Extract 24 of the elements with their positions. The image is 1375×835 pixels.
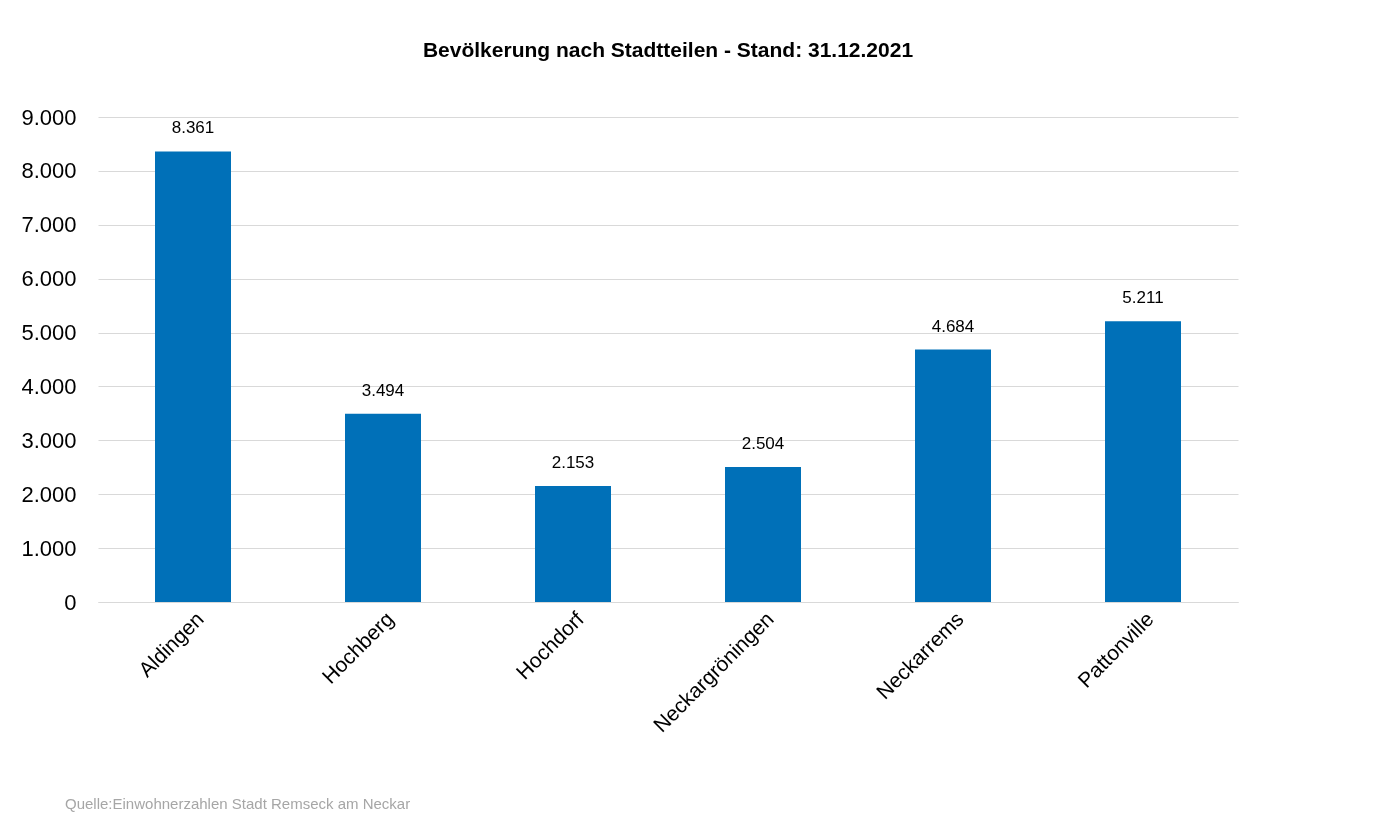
- bar: [1105, 321, 1181, 602]
- bar: [725, 467, 801, 602]
- y-tick-label: 3.000: [21, 427, 77, 453]
- bar: [155, 151, 231, 602]
- data-label: 3.494: [361, 380, 405, 400]
- data-label: 2.504: [741, 434, 785, 454]
- bar: [535, 485, 611, 602]
- y-tick-label: 0: [64, 589, 77, 615]
- y-tick-label: 5.000: [21, 320, 77, 346]
- chart-title: Bevölkerung nach Stadtteilen - Stand: 31.12.2021: [422, 38, 914, 61]
- data-label: 5.211: [1122, 288, 1164, 308]
- y-tick-label: 7.000: [21, 212, 77, 238]
- y-tick-label: 2.000: [21, 481, 77, 507]
- data-label: 8.361: [171, 118, 215, 138]
- y-tick-label: 8.000: [21, 158, 77, 184]
- y-tick-label: 9.000: [21, 104, 77, 130]
- y-tick-label: 1.000: [21, 535, 77, 561]
- bar: [915, 349, 991, 602]
- y-tick-label: 6.000: [21, 266, 77, 292]
- data-label: 2.153: [551, 452, 595, 472]
- y-tick-label: 4.000: [21, 373, 77, 399]
- source-note: Quelle:Einwohnerzahlen Stadt Remseck am Neckar: [65, 795, 411, 812]
- bar: [345, 413, 421, 602]
- data-label: 4.684: [931, 316, 975, 336]
